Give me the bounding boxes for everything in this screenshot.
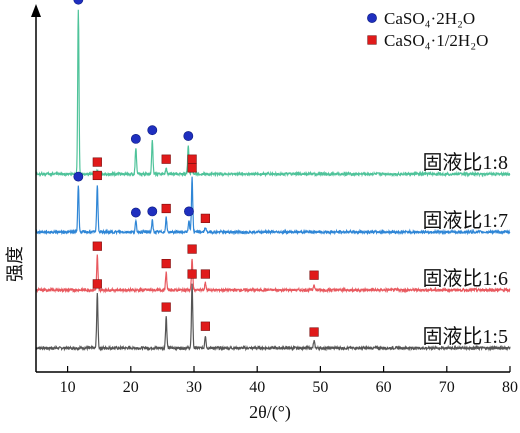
- y-axis-arrow: [31, 4, 41, 17]
- hemihydrate-marker: [309, 327, 319, 337]
- hemihydrate-marker: [161, 203, 171, 214]
- series-line: [35, 254, 511, 294]
- marker-layer: [73, 0, 319, 337]
- legend-circle-icon: [367, 13, 377, 23]
- x-tick-label: 40: [249, 379, 265, 396]
- y-axis-label: 强度: [5, 246, 25, 282]
- series-label: 固液比1:5: [422, 325, 508, 348]
- hemihydrate-marker: [92, 279, 102, 289]
- x-tick-label: 20: [123, 379, 139, 396]
- hemihydrate-marker: [200, 213, 210, 223]
- series-label: 固液比1:8: [422, 151, 508, 174]
- dihydrate-marker: [147, 125, 158, 136]
- hemihydrate-marker: [161, 154, 171, 164]
- hemihydrate-marker: [92, 157, 102, 167]
- dihydrate-marker: [183, 131, 194, 141]
- series-layer: [35, 9, 511, 352]
- legend-square-icon: [367, 35, 377, 45]
- legend: CaSO₄·2H₂O CaSO₄·1/2H₂O: [367, 9, 488, 50]
- hemihydrate-marker: [187, 244, 197, 254]
- dihydrate-marker: [147, 206, 158, 217]
- x-tick-label: 10: [60, 379, 76, 396]
- axes: [31, 4, 510, 373]
- series-line: [35, 9, 511, 178]
- hemihydrate-marker: [309, 270, 319, 280]
- x-axis-label: 2θ/(°): [249, 402, 291, 423]
- legend-label: CaSO₄·1/2H₂O: [384, 31, 488, 50]
- x-tick-label: 50: [312, 379, 328, 396]
- series-label: 固液比1:7: [422, 209, 508, 232]
- x-tick-label: 60: [376, 379, 392, 396]
- series-line: [35, 283, 511, 352]
- hemihydrate-marker: [187, 163, 197, 173]
- hemihydrate-marker: [200, 321, 210, 331]
- hemihydrate-marker: [161, 258, 171, 269]
- dihydrate-marker: [130, 133, 141, 144]
- series-line: [35, 176, 511, 236]
- hemihydrate-marker: [187, 154, 197, 164]
- x-tick-label: 80: [502, 379, 518, 396]
- dihydrate-marker: [73, 171, 84, 182]
- hemihydrate-marker: [161, 302, 171, 312]
- hemihydrate-marker: [200, 269, 210, 279]
- legend-label: CaSO₄·2H₂O: [384, 9, 475, 28]
- x-tick-label: 30: [186, 379, 202, 396]
- dihydrate-marker: [73, 0, 84, 5]
- x-tick-label: 70: [439, 379, 455, 396]
- hemihydrate-marker: [92, 170, 102, 181]
- series-label: 固液比1:6: [422, 267, 508, 290]
- hemihydrate-marker: [92, 241, 102, 251]
- dihydrate-marker: [130, 207, 141, 218]
- x-ticks: 10 20 30 40 50 60 70 80: [60, 366, 518, 396]
- series-labels: 固液比1:5 固液比1:6 固液比1:7 固液比1:8: [422, 151, 508, 348]
- dihydrate-marker: [184, 206, 194, 217]
- hemihydrate-marker: [187, 269, 197, 279]
